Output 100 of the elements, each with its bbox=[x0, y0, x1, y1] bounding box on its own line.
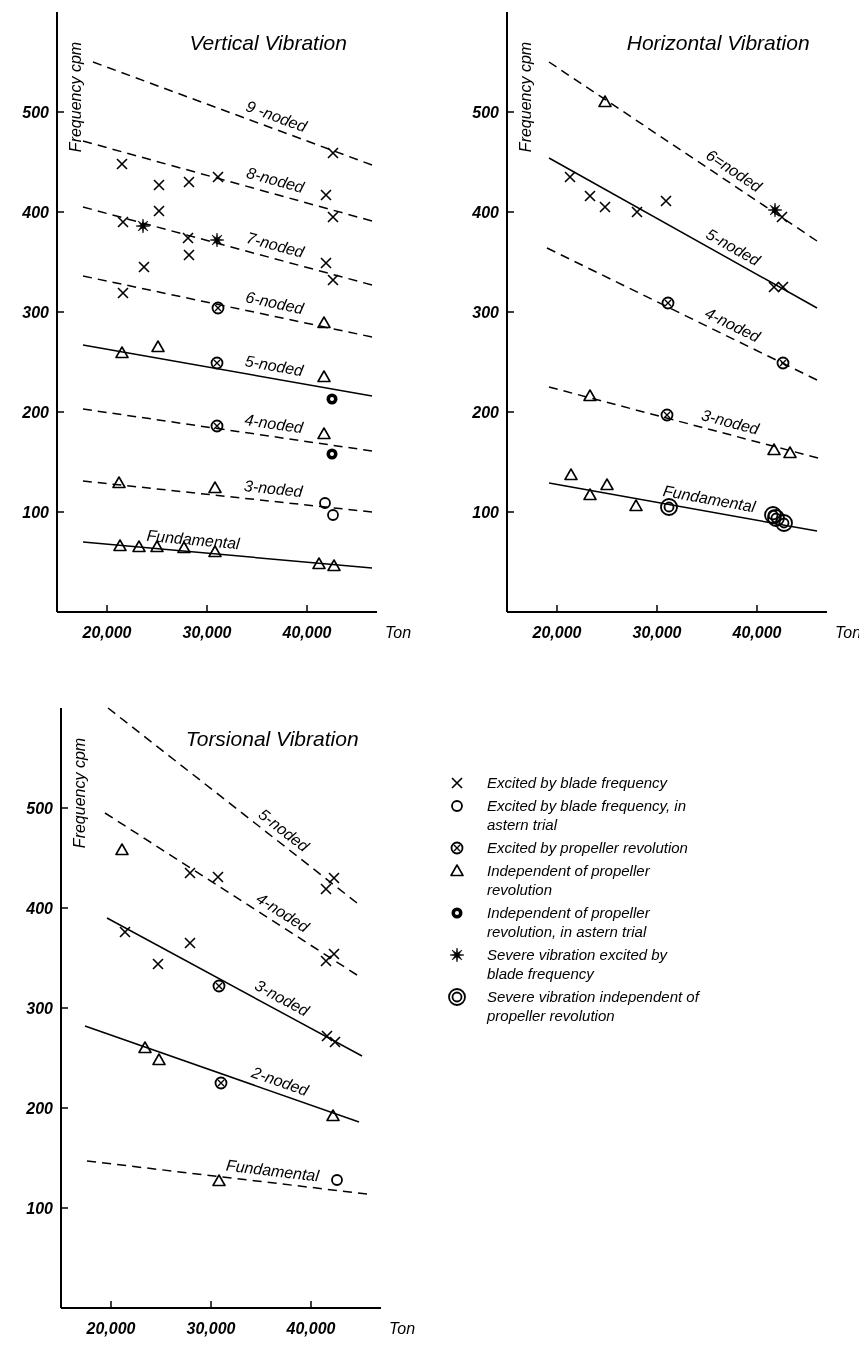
point bbox=[135, 218, 151, 234]
point bbox=[153, 205, 165, 217]
point bbox=[776, 211, 788, 223]
annotation: 5-noded bbox=[243, 352, 306, 380]
y-tick-label: 500 bbox=[26, 799, 54, 817]
y-tick-label: 300 bbox=[26, 999, 54, 1017]
x-tick-label: 20,000 bbox=[81, 624, 132, 641]
point bbox=[184, 867, 196, 879]
point bbox=[212, 171, 224, 183]
legend-label: Severe vibration excited by blade frequency bbox=[487, 946, 669, 982]
x-tick-label: 30,000 bbox=[632, 624, 682, 641]
y-axis-title: Frequency cpm bbox=[517, 41, 534, 153]
point bbox=[320, 257, 332, 269]
point bbox=[113, 539, 127, 552]
legend-label: Severe vibration independent of propeller revolution bbox=[486, 988, 701, 1024]
annotation: 6-noded bbox=[244, 288, 307, 318]
point bbox=[312, 557, 326, 570]
point bbox=[328, 948, 340, 960]
text: Torsional Vibration bbox=[185, 727, 359, 750]
point bbox=[326, 1109, 340, 1122]
point bbox=[117, 287, 129, 299]
point bbox=[183, 249, 195, 261]
point bbox=[115, 346, 129, 359]
point bbox=[767, 202, 783, 218]
annotation: 8-noded bbox=[244, 163, 307, 197]
point bbox=[660, 195, 672, 207]
point bbox=[317, 370, 331, 383]
point bbox=[138, 1041, 152, 1054]
point bbox=[317, 316, 331, 329]
point bbox=[327, 274, 339, 286]
point bbox=[327, 559, 341, 572]
legend-label: Independent of propeller revolution, in astern trial bbox=[487, 904, 651, 940]
point bbox=[209, 232, 225, 248]
x-tick-label: 30,000 bbox=[186, 1320, 236, 1337]
x-tick-label: 20,000 bbox=[531, 624, 582, 641]
point bbox=[319, 497, 331, 509]
text: Vertical Vibration bbox=[189, 31, 347, 54]
annotation: 3-noded bbox=[699, 406, 762, 438]
point bbox=[783, 446, 797, 459]
legend-label: Excited by blade frequency, in astern trial bbox=[487, 797, 687, 833]
point bbox=[317, 427, 331, 440]
y-tick-label: 400 bbox=[21, 203, 50, 221]
point bbox=[321, 1030, 333, 1042]
point bbox=[112, 476, 126, 489]
y-tick-label: 100 bbox=[22, 503, 50, 521]
point bbox=[320, 189, 332, 201]
annotation: 7-noded bbox=[244, 229, 307, 262]
y-tick-label: 500 bbox=[472, 103, 500, 121]
point bbox=[183, 176, 195, 188]
y-tick-label: 100 bbox=[472, 503, 500, 521]
legend-label: Excited by propeller revolution bbox=[487, 839, 688, 856]
point bbox=[599, 201, 611, 213]
annotation: 4-noded bbox=[243, 411, 306, 437]
y-axis-title: Frequency cpm bbox=[71, 737, 88, 849]
point bbox=[329, 1036, 341, 1048]
y-tick-label: 400 bbox=[471, 203, 500, 221]
legend-label: Independent of propeller revolution bbox=[487, 862, 651, 898]
y-tick-label: 500 bbox=[22, 103, 50, 121]
point bbox=[152, 1053, 166, 1066]
x-axis-title: Ton bbox=[389, 1320, 416, 1337]
annotation: Fundamental bbox=[225, 1156, 321, 1185]
y-tick-label: 100 bbox=[26, 1199, 54, 1217]
x-axis-title: Ton bbox=[385, 624, 412, 641]
point bbox=[583, 488, 597, 501]
point bbox=[327, 509, 339, 521]
point bbox=[767, 443, 781, 456]
x-tick-label: 20,000 bbox=[85, 1320, 136, 1337]
point bbox=[152, 958, 164, 970]
y-tick-label: 200 bbox=[471, 403, 500, 421]
point bbox=[208, 481, 222, 494]
y-tick-label: 200 bbox=[25, 1099, 54, 1117]
point bbox=[564, 468, 578, 481]
y-tick-label: 300 bbox=[472, 303, 500, 321]
point bbox=[331, 1174, 343, 1186]
x-tick-label: 40,000 bbox=[731, 624, 782, 641]
point bbox=[631, 206, 643, 218]
point bbox=[151, 340, 165, 353]
point bbox=[212, 871, 224, 883]
point bbox=[212, 1174, 226, 1187]
x-tick-label: 30,000 bbox=[182, 624, 232, 641]
point bbox=[564, 171, 576, 183]
y-tick-label: 200 bbox=[21, 403, 50, 421]
annotation: 9 -noded bbox=[243, 97, 310, 136]
x-tick-label: 40,000 bbox=[285, 1320, 336, 1337]
point bbox=[775, 514, 793, 532]
y-tick-label: 400 bbox=[25, 899, 54, 917]
point bbox=[153, 179, 165, 191]
point bbox=[117, 216, 129, 228]
annotation: Fundamental bbox=[145, 526, 241, 553]
annotation: 3-noded bbox=[243, 476, 305, 501]
point bbox=[584, 190, 596, 202]
point bbox=[119, 926, 131, 938]
point bbox=[138, 261, 150, 273]
point bbox=[115, 843, 129, 856]
point bbox=[600, 478, 614, 491]
annotation: Fundamental bbox=[661, 482, 758, 516]
point bbox=[132, 540, 146, 553]
point bbox=[320, 883, 332, 895]
point bbox=[116, 158, 128, 170]
point bbox=[629, 499, 643, 512]
